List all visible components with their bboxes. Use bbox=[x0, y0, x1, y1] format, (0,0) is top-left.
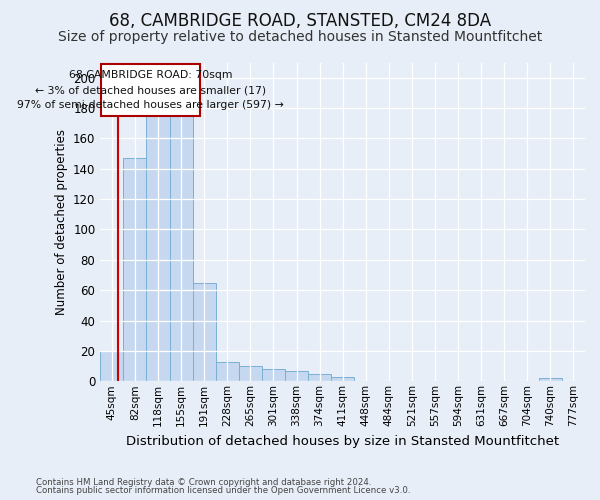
Bar bbox=[146, 104, 170, 382]
Bar bbox=[285, 370, 308, 382]
Bar bbox=[100, 351, 124, 382]
Bar bbox=[539, 378, 562, 382]
Bar bbox=[170, 104, 193, 382]
Text: Contains public sector information licensed under the Open Government Licence v3: Contains public sector information licen… bbox=[36, 486, 410, 495]
Bar bbox=[308, 374, 331, 382]
Bar bbox=[239, 366, 262, 382]
Bar bbox=[216, 362, 239, 382]
FancyBboxPatch shape bbox=[101, 64, 200, 116]
Text: Size of property relative to detached houses in Stansted Mountfitchet: Size of property relative to detached ho… bbox=[58, 30, 542, 44]
Bar bbox=[124, 158, 146, 382]
X-axis label: Distribution of detached houses by size in Stansted Mountfitchet: Distribution of detached houses by size … bbox=[126, 434, 559, 448]
Y-axis label: Number of detached properties: Number of detached properties bbox=[55, 129, 68, 315]
Text: 68 CAMBRIDGE ROAD: 70sqm: 68 CAMBRIDGE ROAD: 70sqm bbox=[68, 70, 232, 80]
Bar bbox=[331, 376, 354, 382]
Text: 68, CAMBRIDGE ROAD, STANSTED, CM24 8DA: 68, CAMBRIDGE ROAD, STANSTED, CM24 8DA bbox=[109, 12, 491, 30]
Text: 97% of semi-detached houses are larger (597) →: 97% of semi-detached houses are larger (… bbox=[17, 100, 284, 110]
Text: ← 3% of detached houses are smaller (17): ← 3% of detached houses are smaller (17) bbox=[35, 86, 266, 96]
Text: Contains HM Land Registry data © Crown copyright and database right 2024.: Contains HM Land Registry data © Crown c… bbox=[36, 478, 371, 487]
Bar bbox=[262, 369, 285, 382]
Bar bbox=[193, 282, 216, 382]
